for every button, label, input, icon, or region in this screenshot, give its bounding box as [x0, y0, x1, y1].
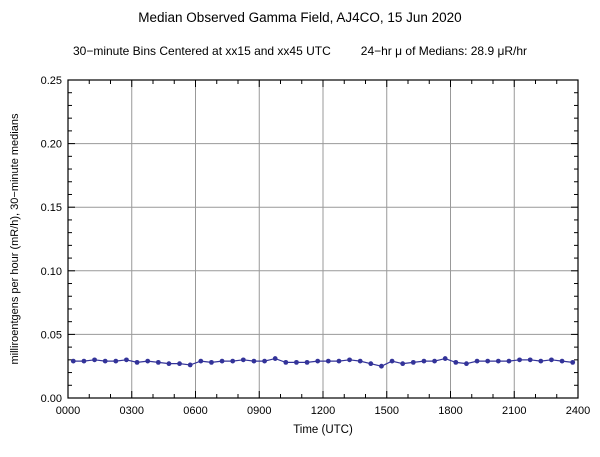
x-tick-label: 0000 — [56, 405, 80, 417]
x-tick-label: 0900 — [247, 405, 271, 417]
data-point — [517, 357, 522, 363]
data-point — [464, 361, 469, 367]
data-point — [379, 363, 384, 369]
data-point — [347, 357, 352, 363]
data-point — [81, 358, 87, 364]
data-point — [155, 359, 161, 365]
data-point — [495, 358, 501, 364]
data-point — [336, 358, 342, 364]
data-point — [230, 358, 236, 364]
y-tick-label: 0.15 — [41, 202, 62, 214]
data-point — [485, 358, 491, 364]
x-tick-label: 0300 — [120, 405, 144, 417]
y-tick-label: 0.20 — [41, 139, 62, 151]
data-point — [272, 356, 278, 361]
data-point — [209, 359, 214, 365]
data-point — [474, 358, 480, 364]
data-point — [92, 357, 97, 363]
data-point — [145, 358, 151, 364]
data-point — [410, 359, 416, 365]
data-point — [251, 358, 257, 364]
y-tick-label: 0.10 — [41, 266, 62, 278]
y-tick-label: 0.25 — [41, 75, 62, 87]
x-tick-label: 0600 — [183, 405, 207, 417]
data-point — [400, 361, 406, 367]
data-point — [219, 358, 225, 364]
data-point — [357, 358, 363, 364]
x-tick-label: 2400 — [566, 405, 590, 417]
x-tick-label: 1500 — [375, 405, 399, 417]
data-point — [240, 357, 246, 363]
data-point — [283, 359, 289, 365]
data-point — [113, 358, 119, 364]
chart-subtitle-bins: 30−minute Bins Centered at xx15 and xx45… — [72, 44, 331, 58]
chart-subtitle: 30−minute Bins Centered at xx15 and xx45… — [0, 44, 600, 58]
data-point — [570, 359, 576, 365]
data-point — [166, 361, 172, 367]
x-tick-label: 1800 — [438, 405, 462, 417]
chart-title: Median Observed Gamma Field, AJ4CO, 15 J… — [138, 10, 462, 25]
data-point — [389, 358, 395, 364]
data-point — [134, 359, 140, 365]
data-point — [124, 357, 129, 363]
data-point — [421, 358, 427, 364]
data-point — [70, 358, 76, 364]
data-point — [453, 359, 459, 365]
y-tick-label: 0.05 — [41, 329, 62, 341]
data-point — [432, 358, 437, 364]
x-axis-label: Time (UTC) — [293, 424, 353, 436]
data-point — [527, 357, 533, 363]
data-point — [559, 358, 565, 364]
data-point — [368, 361, 374, 367]
data-point — [198, 358, 204, 364]
data-point — [549, 357, 554, 363]
x-tick-label: 1200 — [311, 405, 335, 417]
data-point — [538, 358, 544, 364]
data-point — [442, 356, 448, 361]
data-point — [187, 362, 193, 368]
data-point — [102, 358, 108, 364]
chart-subtitle-mean: 24−hr μ of Medians: 28.9 μR/hr — [360, 44, 528, 58]
data-point — [262, 358, 267, 364]
x-tick-label: 2100 — [502, 405, 526, 417]
data-point — [325, 358, 331, 364]
data-point — [304, 359, 310, 365]
data-point — [506, 358, 512, 364]
data-point — [294, 359, 299, 365]
y-tick-label: 0.00 — [41, 393, 62, 405]
data-point — [177, 361, 182, 367]
data-point — [315, 358, 321, 364]
